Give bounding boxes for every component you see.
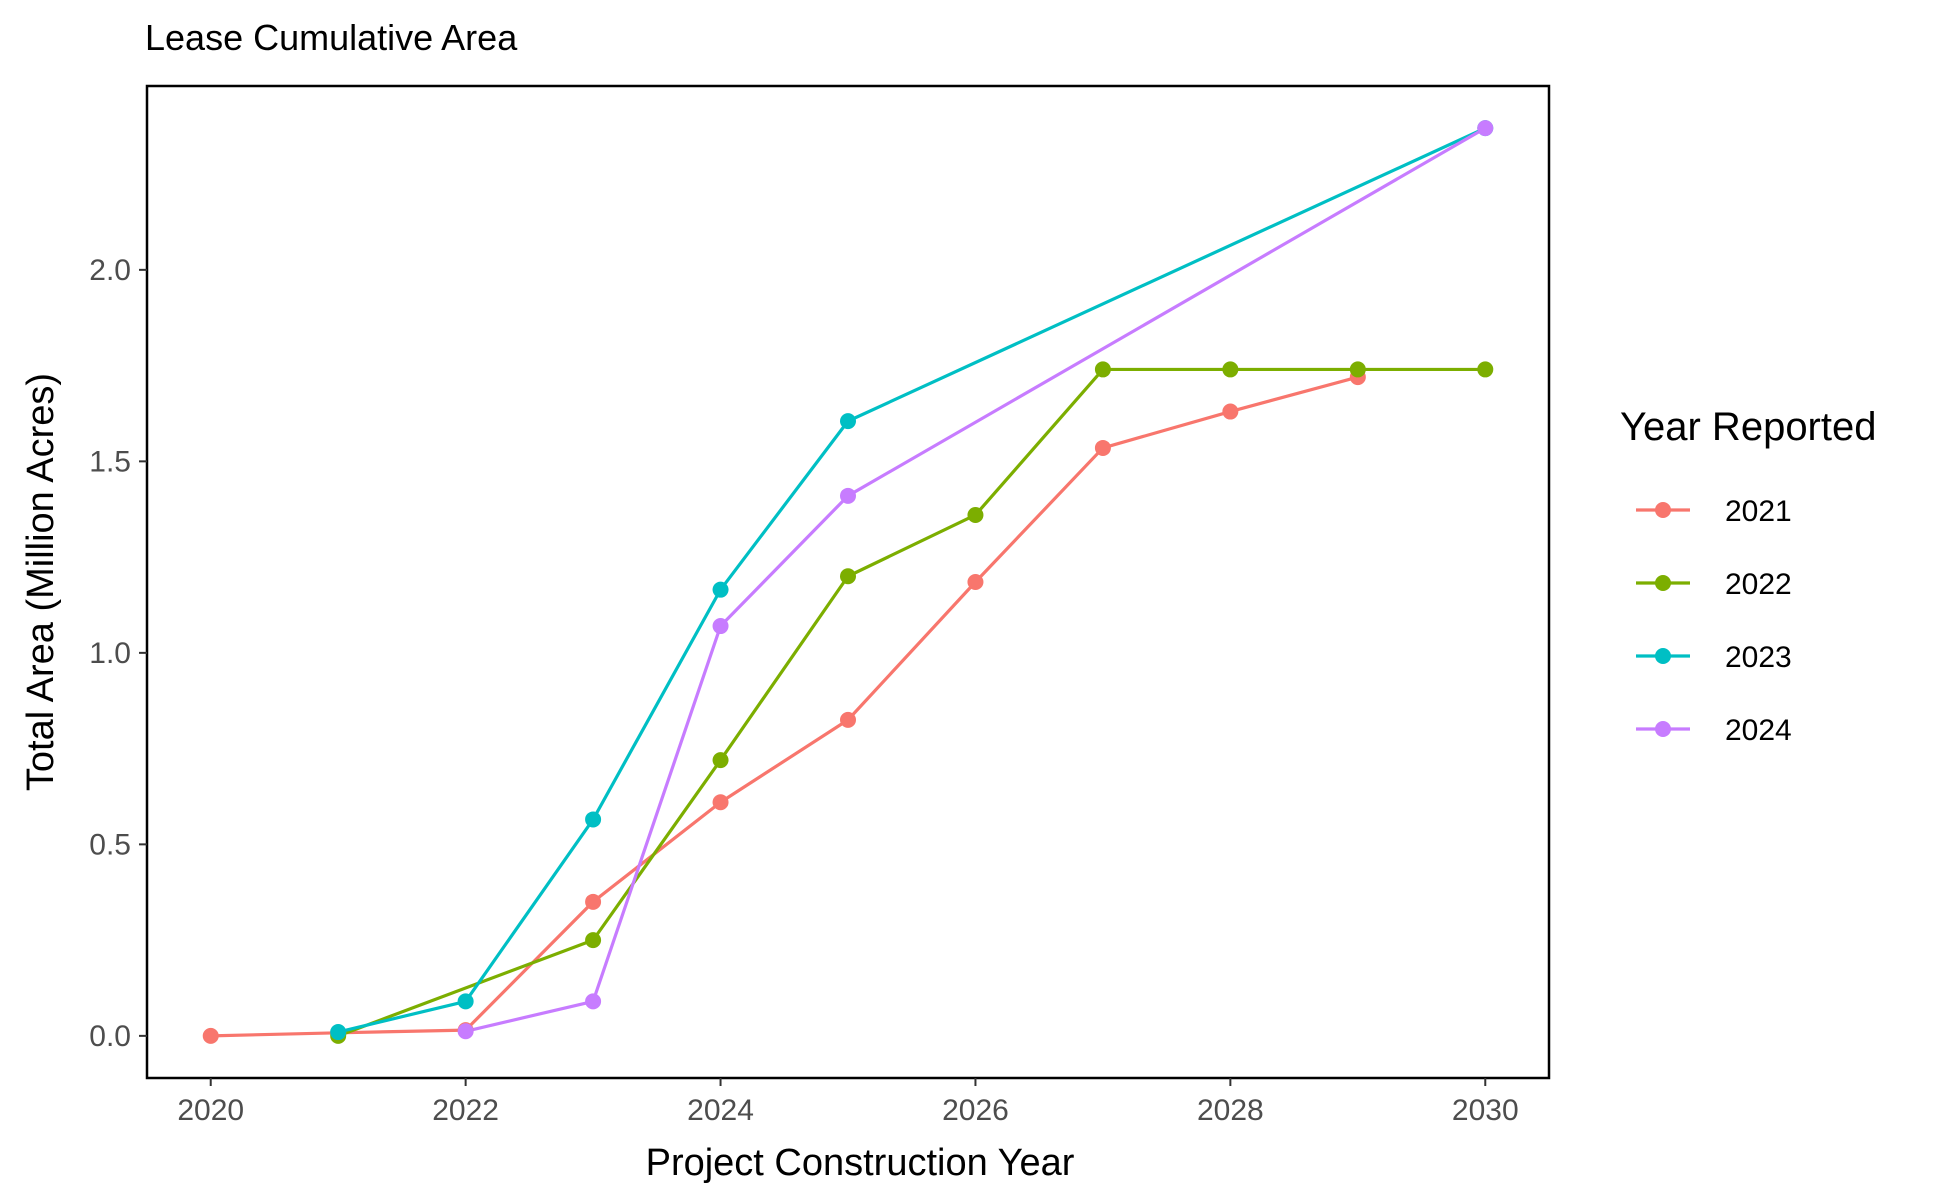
data-point-2021	[585, 893, 602, 910]
data-point-2024	[1477, 120, 1494, 137]
data-point-2021	[202, 1027, 219, 1044]
data-point-2022	[585, 932, 602, 949]
series-points	[202, 120, 1494, 1044]
data-point-2023	[585, 811, 602, 828]
x-tick-label: 2026	[942, 1094, 1009, 1127]
legend-label: 2021	[1725, 495, 1792, 528]
data-point-2023	[457, 993, 474, 1010]
y-tick-label: 0.5	[89, 828, 131, 861]
x-tick-label: 2020	[177, 1094, 244, 1127]
y-tick-label: 2.0	[89, 254, 131, 287]
legend-key-point	[1655, 648, 1671, 664]
data-point-2022	[1222, 361, 1239, 378]
data-point-2021	[1094, 439, 1111, 456]
y-tick-label: 1.0	[89, 637, 131, 670]
legend-label: 2024	[1725, 714, 1792, 747]
x-tick-label: 2024	[687, 1094, 754, 1127]
legend-items: 2021 2022 2023 2024	[1636, 495, 1792, 747]
legend-title: Year Reported	[1620, 405, 1876, 449]
x-tick-label: 2022	[432, 1094, 499, 1127]
data-point-2022	[1349, 361, 1366, 378]
x-axis: 2020 2022 2024 2026 2028 2030	[177, 1078, 1519, 1127]
data-point-2022	[1094, 361, 1111, 378]
data-point-2022	[1477, 361, 1494, 378]
legend-key-point	[1655, 721, 1671, 737]
legend-label: 2022	[1725, 568, 1792, 601]
y-tick-label: 1.5	[89, 445, 131, 478]
legend-item-2023: 2023	[1636, 641, 1792, 674]
data-point-2024	[457, 1023, 474, 1040]
data-point-2024	[840, 487, 856, 504]
legend-item-2021: 2021	[1636, 495, 1792, 528]
x-tick-label: 2028	[1197, 1094, 1264, 1127]
y-axis: 0.0 0.5 1.0 1.5 2.0	[89, 254, 147, 1053]
legend: Year Reported 2021 2022 2023 2024	[1620, 405, 1876, 747]
plot-border	[145, 84, 1551, 1080]
data-point-2022	[840, 568, 856, 585]
data-point-2023	[840, 413, 856, 430]
plot-area	[145, 84, 1551, 1080]
data-point-2023	[712, 581, 729, 598]
data-point-2021	[967, 574, 984, 590]
data-point-2021	[840, 711, 856, 728]
legend-label: 2023	[1725, 641, 1792, 674]
data-point-2024	[712, 618, 729, 635]
data-point-2022	[967, 506, 984, 523]
legend-key-point	[1655, 575, 1671, 591]
chart-title: Lease Cumulative Area	[145, 17, 518, 58]
legend-key-point	[1655, 502, 1671, 518]
data-point-2022	[712, 752, 729, 769]
data-point-2024	[585, 993, 602, 1010]
x-tick-label: 2030	[1452, 1094, 1519, 1127]
y-tick-label: 0.0	[89, 1020, 131, 1053]
legend-item-2022: 2022	[1636, 568, 1792, 601]
legend-item-2024: 2024	[1636, 714, 1792, 747]
x-axis-title: Project Construction Year	[646, 1142, 1075, 1184]
data-point-2021	[1222, 403, 1239, 420]
series-line-2023	[337, 126, 1486, 1034]
data-point-2021	[712, 794, 729, 811]
data-point-2023	[330, 1024, 347, 1041]
y-axis-title: Total Area (Million Acres)	[20, 373, 62, 791]
series-line-2021	[210, 375, 1359, 1038]
